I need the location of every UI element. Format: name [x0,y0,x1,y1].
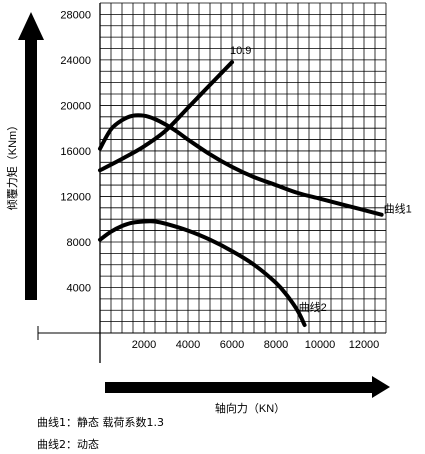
curves [98,60,384,327]
series-label-2: 曲线2 [299,300,327,314]
series-line-1 [98,113,384,217]
series-labels: 曲线1 曲线2 10.9 [230,45,412,314]
y-tick-label: 28000 [60,9,91,21]
y-tick-labels: 4000 8000 12000 16000 20000 24000 28000 [60,9,91,294]
axes [37,3,386,363]
x-axis-label: 轴向力（KN） [215,401,285,415]
y-tick-label: 4000 [67,282,91,294]
legend-note-1: 曲线1：静态 载荷系数1.3 [37,416,164,429]
grid [100,2,387,333]
y-axis-arrow-head [18,12,44,40]
x-tick-label: 2000 [132,339,156,351]
x-tick-label: 10000 [305,339,336,351]
series-line-2 [98,219,307,327]
y-tick-label: 24000 [60,55,91,67]
series-line-3 [98,60,234,173]
legend-note-2: 曲线2：动态 [37,438,99,451]
y-axis-label: 倾覆力矩（KNm） [6,120,19,210]
x-axis-arrow-head [372,376,390,398]
x-tick-label: 4000 [176,339,200,351]
y-tick-label: 8000 [67,237,91,249]
y-tick-label: 12000 [60,191,91,203]
y-axis-arrow [25,38,37,300]
x-axis-arrow [105,382,377,393]
x-tick-labels: 2000 4000 6000 8000 10000 12000 [132,339,380,351]
x-tick-label: 6000 [220,339,244,351]
series-label-3: 10.9 [230,45,251,57]
x-tick-label: 12000 [349,339,380,351]
y-tick-label: 20000 [60,100,91,112]
x-tick-label: 8000 [264,339,288,351]
y-tick-label: 16000 [60,146,91,158]
series-label-1: 曲线1 [384,202,412,216]
